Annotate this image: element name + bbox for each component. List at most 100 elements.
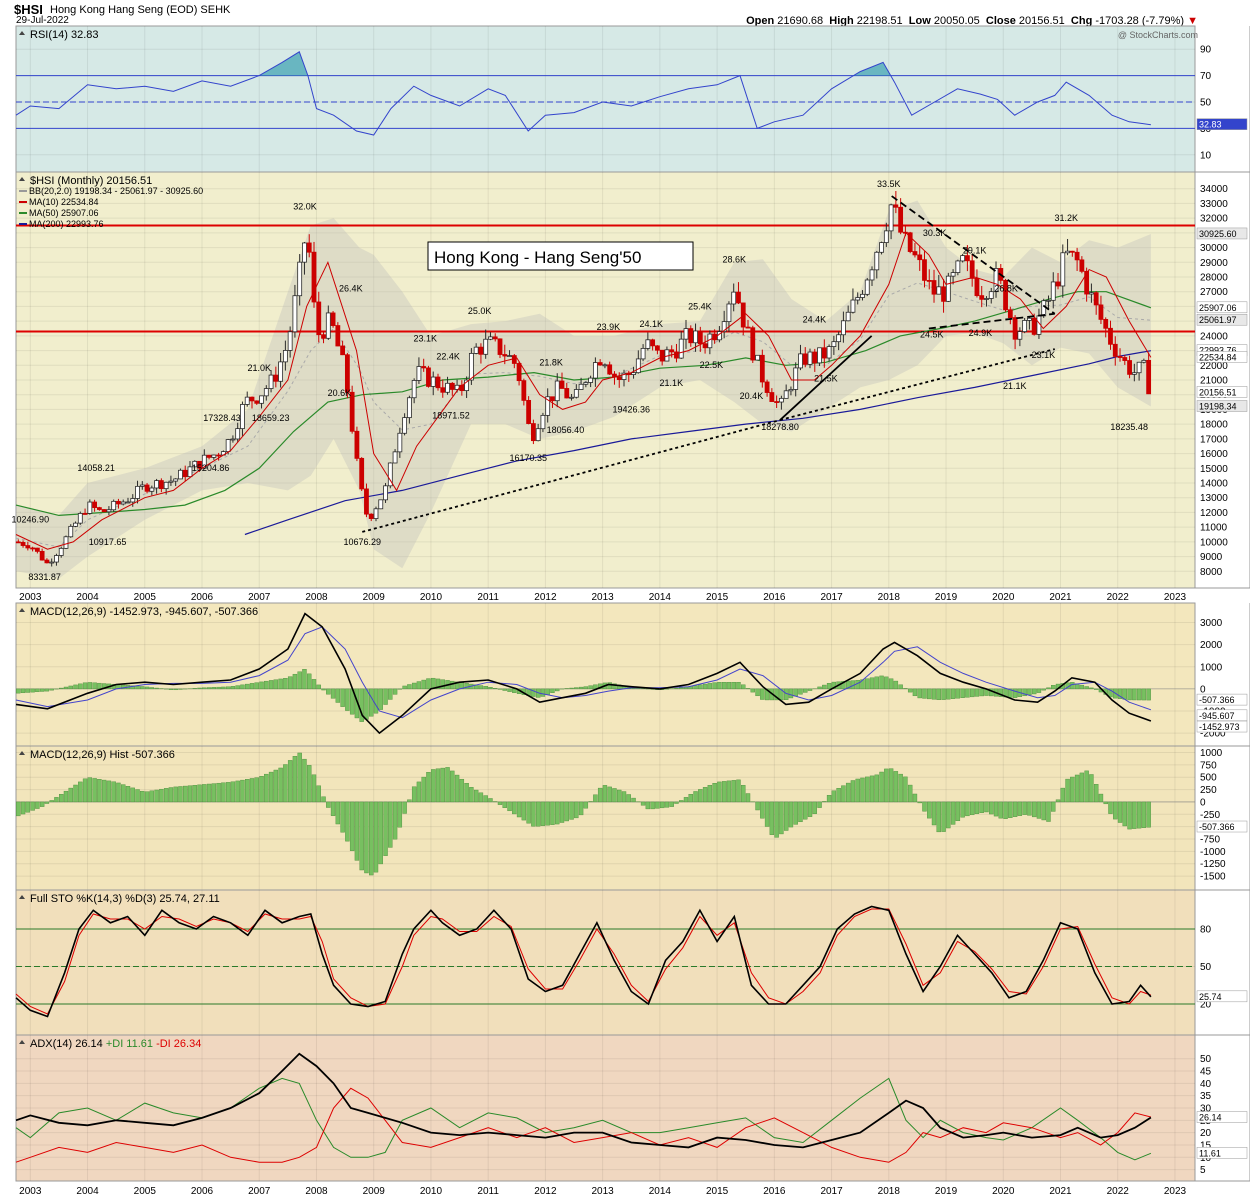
low-value: 20050.05 <box>933 15 980 27</box>
macd-hist-bar <box>636 688 641 690</box>
candle-body <box>907 232 913 252</box>
hist-bar <box>907 784 913 803</box>
rsi-line <box>15 51 1151 136</box>
candle <box>955 259 961 276</box>
macd-hist-bar <box>97 682 102 690</box>
candle-body <box>669 349 675 353</box>
candle-body <box>745 326 751 329</box>
candle <box>306 234 312 258</box>
candle-body <box>368 513 374 519</box>
macd-hist-bar <box>574 687 579 690</box>
candle <box>330 311 336 328</box>
macd-hist-bar <box>927 688 932 700</box>
candle <box>1069 250 1075 257</box>
hist-bar <box>903 776 908 803</box>
macd-hist-bar <box>950 688 956 699</box>
adx-tick-label: 40 <box>1200 1079 1212 1090</box>
candle-body <box>440 387 446 393</box>
candle <box>616 372 622 388</box>
candle-body <box>869 269 875 281</box>
price-point-label: 24.9K <box>969 328 993 338</box>
macd-hist-bar <box>774 688 779 701</box>
macd-hist-bar <box>168 688 174 690</box>
candle-body <box>1084 270 1090 295</box>
macd-hist-bar <box>321 688 326 691</box>
candle <box>1141 358 1147 364</box>
candle <box>54 553 59 566</box>
hist-bar <box>254 777 259 803</box>
price-tick-label: 22000 <box>1200 361 1228 372</box>
candle-body <box>535 428 541 442</box>
adx-panel-background <box>15 1034 1196 1182</box>
macd-hist-bar <box>197 687 202 690</box>
candle <box>30 546 35 552</box>
candle <box>793 362 799 397</box>
adx-plus-di-value-bg <box>1196 1147 1248 1159</box>
candle-body <box>297 261 303 297</box>
candle <box>259 395 264 409</box>
candle-body <box>1022 320 1028 333</box>
candle-body <box>979 295 985 300</box>
price-x-axis-label: 2020 <box>992 592 1015 603</box>
price-point-label: 18056.40 <box>547 425 585 435</box>
candle-body <box>349 391 355 432</box>
macd-hist-bar <box>912 688 918 697</box>
macd-hist-bar <box>578 686 584 690</box>
candle <box>1003 278 1008 312</box>
bottom-x-axis-label: 2016 <box>763 1186 786 1197</box>
hist-bar <box>664 801 670 808</box>
macd-hist-bar <box>764 688 770 701</box>
price-x-axis-label: 2008 <box>305 592 328 603</box>
candle <box>302 241 307 275</box>
hist-bar <box>1127 801 1132 830</box>
candle-body <box>879 242 884 253</box>
price-point-label: 21.5K <box>814 373 838 383</box>
candle <box>111 499 117 513</box>
hist-bar <box>950 801 956 825</box>
hist-bar <box>426 772 431 803</box>
adx-title: ADX(14) 26.14 +DI 11.61 -DI 26.34 <box>30 1038 201 1050</box>
hist-bar <box>316 785 321 803</box>
candle <box>702 335 708 354</box>
hist-last-value-bg <box>1196 820 1248 833</box>
macd-hist-bar <box>936 688 941 701</box>
candle <box>449 382 455 396</box>
price-tick-label: 24000 <box>1200 331 1228 342</box>
candle-body <box>144 484 150 492</box>
adx-collapse-icon <box>19 1040 25 1044</box>
hist-bar <box>607 786 612 803</box>
candle <box>440 379 446 398</box>
candle <box>287 326 293 358</box>
candle-body <box>58 547 64 556</box>
macd-hist-bar <box>225 686 231 690</box>
candle <box>149 485 155 496</box>
candle-body <box>740 302 746 328</box>
candle-body <box>154 480 160 489</box>
candle-body <box>621 372 627 380</box>
hist-bar <box>555 801 560 825</box>
price-point-label: 18659.23 <box>252 413 290 423</box>
candle-body <box>397 432 403 453</box>
macd-collapse-icon <box>19 608 25 612</box>
candle-body <box>831 341 837 347</box>
candle <box>521 378 527 406</box>
price-tick-label: 8000 <box>1200 567 1223 578</box>
hist-bar <box>912 793 918 803</box>
macd-hist-bar <box>416 681 422 690</box>
rsi-tick-label: 70 <box>1200 71 1212 82</box>
price-tick-label: 13000 <box>1200 493 1228 504</box>
candle-body <box>788 389 794 392</box>
price-point-label: 10676.29 <box>343 537 381 547</box>
low-label: Low <box>908 15 931 27</box>
macd-hist-bar <box>311 679 317 690</box>
candle-body <box>1031 317 1037 335</box>
candle-body <box>1117 356 1123 358</box>
bottom-x-axis-label: 2022 <box>1107 1186 1130 1197</box>
macd-hist-bar <box>869 677 875 690</box>
candle-body <box>821 347 827 359</box>
candle-body <box>259 395 264 404</box>
candle-body <box>302 242 307 263</box>
hist-bar <box>741 785 746 803</box>
price-x-axis-label: 2003 <box>19 592 42 603</box>
hist-bar <box>922 801 927 812</box>
